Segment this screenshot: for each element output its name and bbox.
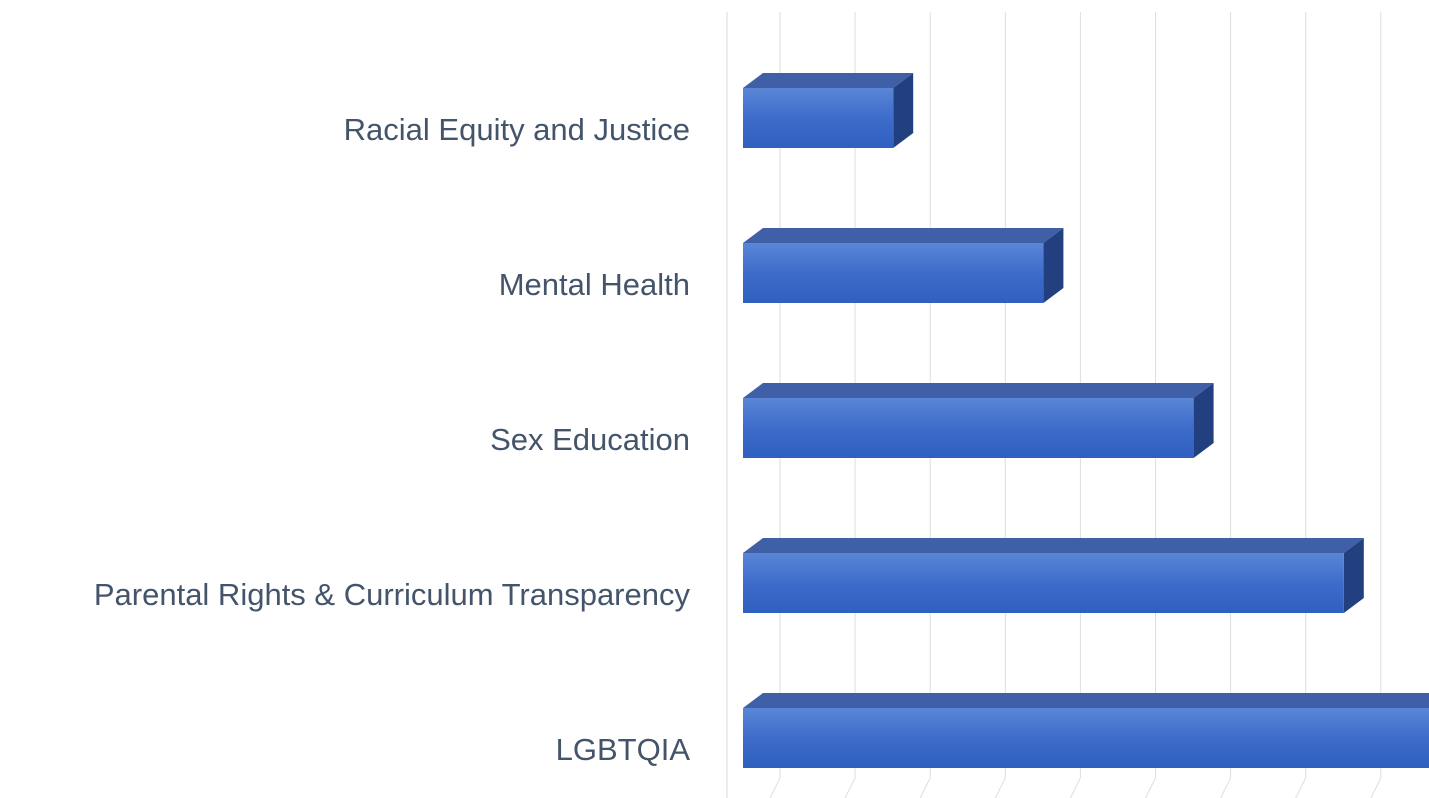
bar-top [743,538,1364,553]
bar [743,398,1194,458]
category-label: Parental Rights & Curriculum Transparenc… [94,577,691,612]
bar-side [1343,538,1364,613]
bar [743,708,1429,768]
category-label: Racial Equity and Justice [344,112,690,147]
bar-side [1193,383,1214,458]
grid-line [1145,12,1156,798]
bar-top [743,693,1429,708]
bar [743,553,1344,613]
bar-top [743,228,1064,243]
bar [743,88,894,148]
grid-line [1069,12,1081,798]
category-label: LGBTQIA [556,732,691,767]
grid-line [1220,12,1232,798]
grid-line [1295,12,1307,798]
bar-top [743,383,1214,398]
bar-side [1043,228,1064,303]
bar-side [893,73,914,148]
bar [743,243,1044,303]
grid-line [1370,12,1382,798]
category-label: Mental Health [499,267,690,302]
category-label: Sex Education [490,422,690,457]
bar-top [743,73,914,88]
